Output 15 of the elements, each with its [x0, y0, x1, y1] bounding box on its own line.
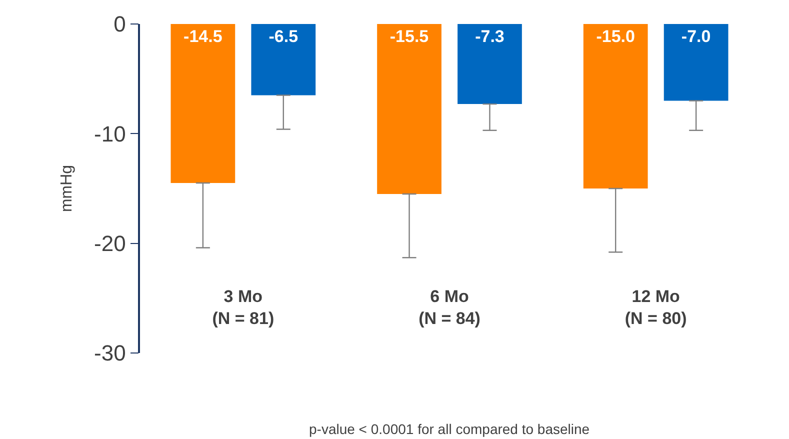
y-tick-label: 0 [114, 12, 126, 37]
x-tick-label: 3 Mo (N = 81) [212, 286, 274, 328]
x-tick-label: 12 Mo (N = 80) [624, 286, 687, 328]
y-tick-label: -30 [94, 340, 126, 366]
data-label: -15.0 [596, 27, 635, 46]
y-tick-label: -10 [94, 121, 126, 146]
data-label: -6.5 [268, 27, 298, 46]
y-tick-label: -20 [94, 231, 126, 256]
y-axis-title: mmHg [58, 164, 76, 212]
x-tick-label: 6 Mo (N = 84) [418, 286, 480, 328]
data-label: -14.5 [184, 27, 222, 46]
data-label: -7.3 [475, 27, 504, 46]
text: p-value < 0.0001 for all compared to baseline [309, 421, 590, 437]
data-label: -15.5 [390, 27, 429, 46]
data-label: -7.0 [681, 27, 711, 46]
